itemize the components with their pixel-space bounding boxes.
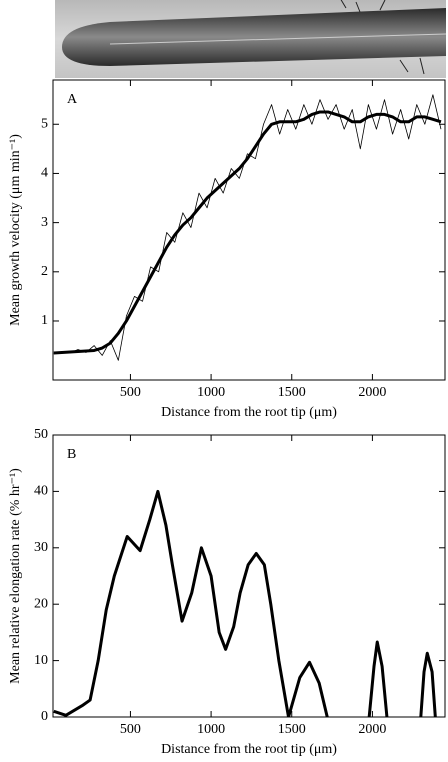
y-axis-label: Mean growth velocity (μm min⁻¹): [8, 134, 23, 326]
x-tick-label: 500: [120, 722, 141, 737]
series-line: [53, 94, 442, 361]
plot-area: [53, 94, 442, 361]
x-axis-label: Distance from the root tip (μm): [161, 742, 337, 757]
panel-label: B: [67, 447, 76, 462]
plot-frame: [52, 434, 446, 718]
panel-label: A: [67, 92, 78, 107]
y-tick-label: 10: [34, 653, 48, 668]
y-tick-label: 1: [41, 313, 48, 328]
y-tick-label: 3: [41, 215, 48, 230]
x-tick-label: 1500: [278, 722, 306, 737]
y-tick-label: 30: [34, 540, 48, 555]
y-tick-label: 20: [34, 596, 48, 611]
x-tick-label: 1000: [197, 385, 225, 400]
x-tick-label: 500: [120, 385, 141, 400]
series-line: [53, 110, 442, 355]
plot-area: [53, 489, 437, 717]
y-tick-label: 2: [41, 264, 48, 279]
y-axis-label: Mean relative elongation rate (% hr⁻¹): [8, 468, 23, 684]
y-tick-label: 50: [34, 427, 48, 442]
x-tick-label: 2000: [358, 385, 386, 400]
x-tick-label: 2000: [358, 722, 386, 737]
y-tick-label: 4: [41, 166, 48, 181]
y-tick-label: 5: [41, 116, 48, 131]
x-axis-label: Distance from the root tip (μm): [161, 405, 337, 420]
x-tick-label: 1500: [278, 385, 306, 400]
plot-frame: [52, 79, 446, 381]
y-tick-label: 0: [41, 709, 48, 724]
x-tick-label: 1000: [197, 722, 225, 737]
root-photo: [55, 0, 447, 78]
series-line: [53, 489, 437, 717]
y-tick-label: 40: [34, 484, 48, 499]
